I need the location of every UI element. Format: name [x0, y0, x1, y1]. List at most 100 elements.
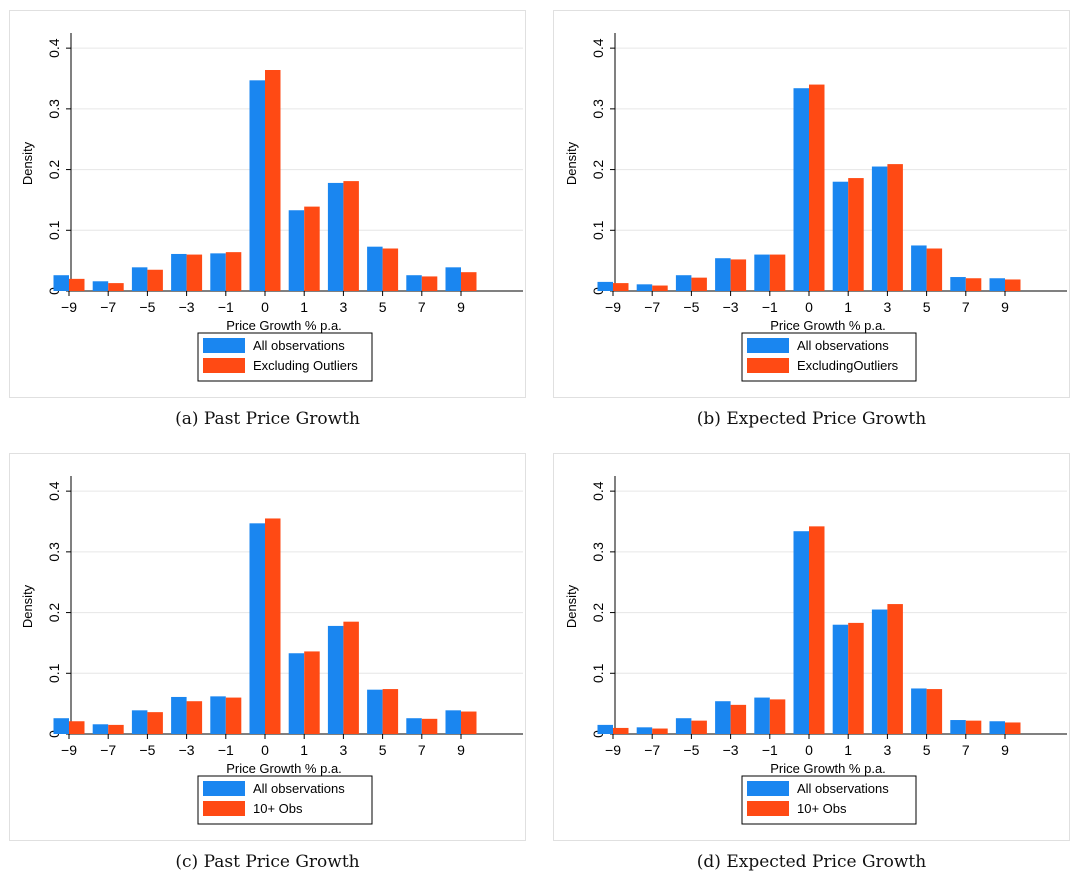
bar-alt-7 — [887, 604, 903, 734]
x-tick-label: −9 — [605, 299, 621, 315]
x-tick-label: −5 — [683, 299, 699, 315]
caption-a: (a) Past Price Growth — [175, 409, 360, 429]
legend: All observations 10+ Obs — [197, 775, 373, 825]
bar-all-8 — [911, 245, 927, 291]
bar-alt-8 — [382, 689, 399, 734]
x-tick-label: 9 — [457, 299, 465, 315]
bar-alt-7 — [343, 621, 359, 734]
bar-all-1 — [636, 284, 653, 291]
y-axis-title: Density — [20, 584, 35, 628]
bar-all-5 — [249, 523, 265, 734]
bar-all-2 — [675, 275, 692, 291]
bar-all-4 — [210, 253, 226, 291]
legend: All observations Excluding Outliers — [197, 332, 373, 382]
bar-alt-10 — [1005, 279, 1021, 291]
bar-all-4 — [210, 696, 226, 734]
chart-panel-b: 00.10.20.30.4Density−9−7−5−3−1013579Pric… — [553, 10, 1070, 398]
bar-all-10 — [989, 721, 1005, 734]
y-tick-label: 0.2 — [590, 603, 606, 623]
caption-d: (d) Expected Price Growth — [696, 852, 927, 872]
x-tick-label: 0 — [261, 742, 269, 758]
bar-all-9 — [950, 720, 966, 734]
bar-alt-5 — [265, 70, 281, 291]
x-tick-label: −1 — [762, 299, 778, 315]
y-axis-title: Density — [564, 584, 579, 628]
bar-all-2 — [131, 267, 148, 291]
bar-all-7 — [871, 609, 888, 734]
x-tick-label: −7 — [644, 742, 660, 758]
bar-alt-7 — [887, 164, 903, 291]
caption-c: (c) Past Price Growth — [175, 852, 360, 872]
x-tick-label: −7 — [644, 299, 660, 315]
x-tick-label: 1 — [300, 299, 308, 315]
bar-alt-10 — [1005, 722, 1021, 734]
y-tick-label: 0.3 — [590, 542, 606, 562]
chart-panel-c: 00.10.20.30.4Density−9−7−5−3−1013579Pric… — [9, 453, 526, 841]
bar-all-2 — [675, 718, 692, 734]
y-tick-label: 0.3 — [46, 542, 62, 562]
bar-alt-5 — [809, 526, 825, 734]
bar-all-3 — [715, 258, 731, 291]
bar-alt-7 — [343, 181, 359, 291]
y-tick-label: 0.1 — [590, 220, 606, 240]
bar-alt-0 — [69, 721, 85, 734]
x-tick-label: 5 — [379, 299, 387, 315]
bar-all-10 — [445, 267, 461, 291]
bar-alt-5 — [265, 518, 281, 734]
bar-alt-2 — [147, 269, 163, 291]
bar-alt-6 — [848, 622, 864, 734]
legend-swatch-0 — [203, 781, 245, 796]
legend-swatch-0 — [747, 338, 789, 353]
x-tick-label: 3 — [340, 742, 348, 758]
legend-label-1: Excluding Outliers — [253, 358, 358, 373]
x-axis-title: Price Growth % p.a. — [770, 761, 886, 776]
x-tick-label: −3 — [723, 742, 739, 758]
y-tick-label: 0.1 — [46, 663, 62, 683]
bar-alt-4 — [225, 252, 242, 291]
bar-all-10 — [445, 710, 461, 734]
chart-svg-d: 00.10.20.30.4Density−9−7−5−3−1013579Pric… — [564, 476, 1067, 825]
y-tick-label: 0.3 — [46, 99, 62, 119]
y-tick-label: 0.3 — [590, 99, 606, 119]
bar-alt-9 — [421, 276, 438, 291]
x-tick-label: 5 — [923, 299, 931, 315]
bar-alt-0 — [69, 278, 85, 291]
bar-alt-8 — [926, 689, 943, 734]
bar-all-0 — [597, 724, 613, 734]
y-tick-label: 0.2 — [46, 603, 62, 623]
bar-alt-4 — [769, 699, 786, 734]
x-tick-label: 7 — [962, 299, 970, 315]
bar-all-9 — [406, 275, 422, 291]
bar-all-7 — [327, 182, 344, 291]
y-tick-label: 0.1 — [590, 663, 606, 683]
legend-swatch-1 — [203, 801, 245, 816]
x-tick-label: −3 — [179, 299, 195, 315]
x-tick-label: 1 — [300, 742, 308, 758]
bar-alt-9 — [965, 278, 982, 291]
x-tick-label: 7 — [962, 742, 970, 758]
x-tick-label: 3 — [884, 299, 892, 315]
bar-all-8 — [367, 689, 383, 734]
bar-all-4 — [754, 697, 770, 734]
chart-svg-c: 00.10.20.30.4Density−9−7−5−3−1013579Pric… — [20, 476, 523, 825]
x-tick-label: 0 — [805, 299, 813, 315]
bar-all-6 — [832, 624, 849, 734]
x-tick-label: 3 — [340, 299, 348, 315]
x-tick-label: 9 — [457, 742, 465, 758]
y-axis-title: Density — [564, 141, 579, 185]
bar-all-2 — [131, 710, 148, 734]
legend: All observations 10+ Obs — [741, 775, 917, 825]
chart-svg-b: 00.10.20.30.4Density−9−7−5−3−1013579Pric… — [564, 33, 1067, 382]
y-tick-label: 0.1 — [46, 220, 62, 240]
bar-all-0 — [53, 275, 69, 291]
bar-all-3 — [715, 701, 731, 734]
bar-all-1 — [92, 281, 109, 291]
caption-b: (b) Expected Price Growth — [696, 409, 927, 429]
bar-all-9 — [406, 718, 422, 734]
x-tick-label: −5 — [683, 742, 699, 758]
bar-all-5 — [249, 80, 265, 291]
bar-alt-8 — [382, 248, 399, 291]
bar-all-0 — [597, 281, 613, 291]
bar-alt-1 — [652, 285, 668, 291]
legend-label-0: All observations — [797, 781, 889, 796]
